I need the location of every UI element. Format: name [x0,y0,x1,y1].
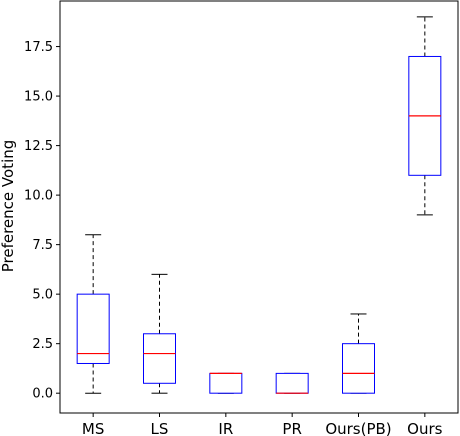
x-tick-label: Ours [407,420,442,436]
x-tick-label: LS [151,420,169,436]
x-tick-label: Ours(PB) [325,420,391,436]
iqr-box [209,372,243,394]
y-tick-label: 10.0 [24,189,53,204]
y-tick-label: 0.0 [32,387,53,402]
iqr-box [342,343,375,394]
plot-frame [59,0,459,414]
iqr-box [275,372,309,394]
y-tick-label: 12.5 [24,139,53,154]
box-ours [408,16,442,216]
plot-area [59,0,459,414]
box-pr [275,372,309,394]
y-tick-label: 2.5 [32,337,53,352]
y-tick-label: 7.5 [32,238,53,253]
box-ours-pb- [342,313,375,394]
box-ir [209,372,243,394]
box-ls [143,273,176,394]
y-tick-label: 15.0 [24,90,53,105]
y-tick-label: 17.5 [24,40,53,55]
y-axis-title: Preference Voting [0,140,17,273]
x-tick-label: PR [282,420,301,436]
x-axis: MS LS IR PR Ours(PB) Ours [82,413,443,436]
x-tick-label: MS [82,420,104,436]
y-tick-label: 5.0 [32,288,53,303]
x-tick-label: IR [218,420,233,436]
y-axis: 0.0 2.5 5.0 7.5 10.0 12.5 15.0 17.5 [24,40,60,402]
iqr-box [76,293,110,364]
boxes-layer [76,16,442,394]
iqr-box [143,333,176,384]
box-ms [76,234,110,394]
